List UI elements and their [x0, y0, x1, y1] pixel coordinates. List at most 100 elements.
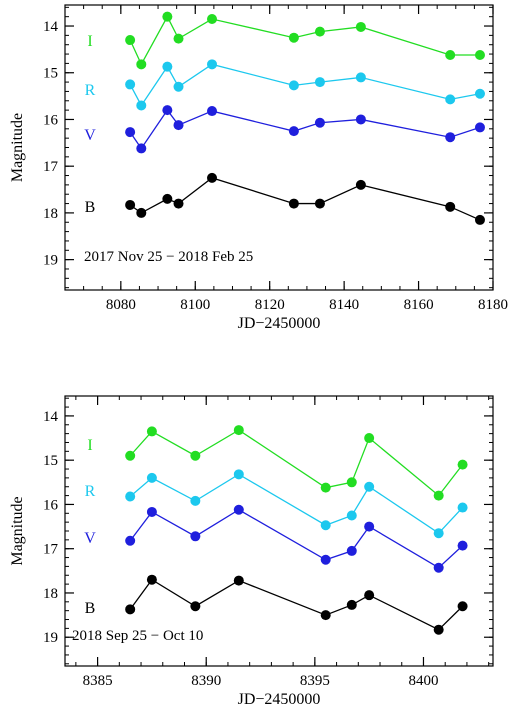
- data-point-v: [207, 106, 218, 117]
- date-range-annotation: 2017 Nov 25 − 2018 Feb 25: [84, 249, 253, 265]
- series-label-i: I: [87, 437, 92, 454]
- series-label-b: B: [85, 199, 96, 216]
- data-point-r: [346, 510, 357, 521]
- data-point-v: [355, 114, 366, 125]
- y-tick-label: 15: [43, 453, 58, 469]
- data-point-v: [125, 535, 136, 546]
- y-tick-label: 18: [43, 206, 58, 222]
- data-point-i: [190, 450, 201, 461]
- x-tick-label: 8080: [106, 297, 136, 313]
- x-tick-label: 8180: [478, 297, 508, 313]
- data-point-b: [136, 207, 147, 218]
- y-tick-label: 15: [43, 66, 58, 82]
- data-point-v: [125, 127, 136, 138]
- data-point-b: [346, 599, 357, 610]
- data-point-b: [474, 214, 485, 225]
- data-point-i: [314, 26, 325, 37]
- data-point-b: [288, 198, 299, 209]
- data-point-b: [190, 601, 201, 612]
- x-tick-label: 8120: [255, 297, 285, 313]
- data-point-v: [320, 554, 331, 565]
- data-point-i: [320, 482, 331, 493]
- series-line-i: [129, 15, 480, 66]
- data-point-b: [433, 624, 444, 635]
- data-point-b: [457, 601, 468, 612]
- date-range-annotation: 2018 Sep 25 − Oct 10: [72, 628, 203, 644]
- y-tick-label: 17: [43, 542, 59, 558]
- data-point-v: [162, 105, 173, 116]
- x-tick-label: 8160: [404, 297, 434, 313]
- data-point-b: [173, 198, 184, 209]
- data-point-v: [190, 531, 201, 542]
- data-point-b: [146, 574, 157, 585]
- data-point-r: [136, 100, 147, 111]
- series-label-v: V: [84, 530, 96, 547]
- data-point-v: [457, 540, 468, 551]
- data-point-v: [474, 122, 485, 133]
- data-point-r: [320, 520, 331, 531]
- data-point-b: [445, 201, 456, 212]
- x-axis-title: JD−2450000: [238, 315, 321, 332]
- data-point-i: [433, 490, 444, 501]
- data-point-v: [364, 521, 375, 532]
- x-axis-title: JD−2450000: [238, 691, 321, 708]
- data-point-b: [125, 604, 136, 615]
- y-tick-label: 14: [43, 409, 59, 425]
- data-point-b: [314, 198, 325, 209]
- data-point-i: [136, 59, 147, 70]
- y-tick-label: 17: [43, 159, 59, 175]
- data-point-b: [207, 172, 218, 183]
- y-tick-label: 16: [43, 497, 59, 513]
- data-point-r: [125, 491, 136, 502]
- data-point-i: [173, 33, 184, 44]
- y-tick-label: 19: [43, 253, 58, 269]
- data-point-b: [320, 610, 331, 621]
- y-axis-title: Magnitude: [9, 496, 26, 565]
- x-tick-label: 8390: [191, 673, 221, 689]
- data-point-i: [125, 450, 136, 461]
- y-axis-title: Magnitude: [9, 113, 26, 182]
- data-point-b: [233, 575, 244, 586]
- series-label-r: R: [85, 82, 96, 99]
- data-point-b: [125, 199, 136, 210]
- x-tick-label: 8100: [180, 297, 210, 313]
- y-tick-label: 14: [43, 19, 59, 35]
- data-point-r: [146, 472, 157, 483]
- data-point-i: [233, 425, 244, 436]
- data-point-v: [146, 506, 157, 517]
- data-point-v: [173, 120, 184, 131]
- data-point-r: [314, 77, 325, 88]
- series-line-b: [129, 578, 464, 631]
- data-point-r: [288, 80, 299, 91]
- data-point-i: [457, 459, 468, 470]
- series-label-i: I: [87, 33, 92, 50]
- series-label-v: V: [84, 127, 96, 144]
- data-point-i: [346, 477, 357, 488]
- series-label-b: B: [85, 600, 96, 617]
- data-point-r: [233, 469, 244, 480]
- data-point-i: [474, 49, 485, 60]
- series-line-i: [129, 429, 464, 497]
- data-point-i: [355, 21, 366, 32]
- data-point-i: [125, 35, 136, 46]
- series-line-v: [129, 109, 481, 150]
- data-point-v: [433, 562, 444, 573]
- chart-panel-top: 8080 8100 8120 8140 8160 8180 14 15 16 17 18 19 JD−2…: [9, 4, 508, 332]
- y-tick-label: 18: [43, 586, 58, 602]
- data-point-i: [162, 11, 173, 22]
- data-point-r: [445, 94, 456, 105]
- data-point-v: [314, 117, 325, 128]
- data-point-r: [207, 59, 218, 70]
- series-line-b: [129, 177, 481, 221]
- data-point-b: [162, 193, 173, 204]
- data-point-r: [433, 528, 444, 539]
- x-tick-label: 8385: [83, 673, 113, 689]
- series-line-r: [129, 63, 481, 107]
- y-tick-label: 16: [43, 112, 59, 128]
- data-point-i: [445, 49, 456, 60]
- x-tick-label: 8140: [329, 297, 359, 313]
- series-line-r: [129, 473, 464, 535]
- data-point-b: [364, 590, 375, 601]
- data-point-r: [457, 502, 468, 513]
